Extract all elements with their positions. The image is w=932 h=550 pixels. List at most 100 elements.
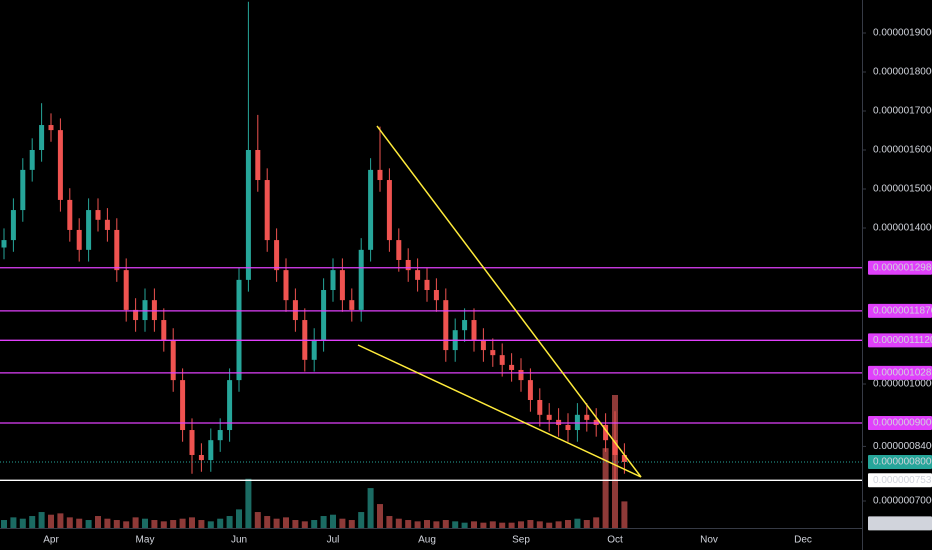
candle-body — [358, 249, 364, 310]
volume-bar — [217, 518, 224, 528]
candle-body — [349, 300, 355, 310]
level-label-box — [868, 365, 932, 380]
volume-bar — [236, 509, 242, 528]
volume-bar — [113, 520, 120, 528]
volume-bar — [414, 521, 421, 528]
volume-bar — [555, 521, 562, 528]
volume-bar — [179, 518, 186, 528]
candle-body — [29, 149, 35, 170]
x-tick-label: Sep — [512, 535, 530, 546]
level-label: 0.0000011876 — [873, 305, 932, 316]
candle-body — [292, 300, 298, 321]
volume-bar — [546, 522, 553, 528]
candle-body — [396, 240, 402, 260]
candle-body — [612, 440, 618, 455]
volume-bar — [254, 512, 261, 528]
candle-body — [264, 180, 270, 241]
volume-bar — [471, 521, 477, 528]
level-label: 0.0000006427 — [873, 518, 932, 529]
volume-bar — [433, 521, 440, 528]
volume-bar — [442, 520, 449, 528]
volume-bar — [330, 514, 336, 528]
candle-body — [330, 270, 336, 291]
y-tick-label: 0.0000019000 — [873, 28, 932, 39]
candle-body — [39, 125, 45, 150]
volume-bar — [66, 517, 73, 528]
volume-bar — [95, 516, 101, 528]
candle-body — [471, 320, 477, 340]
volume-bar — [29, 516, 36, 528]
level-label: 0.0000012980 — [873, 262, 932, 273]
candle-body — [255, 149, 261, 181]
x-tick-label: Jun — [231, 535, 247, 546]
volume-bar — [151, 520, 158, 528]
candle-body — [527, 380, 533, 400]
candle-body — [198, 454, 204, 461]
candle-body — [339, 270, 345, 301]
volume-bar — [395, 518, 402, 528]
volume-bar — [48, 514, 54, 528]
candle-body — [236, 279, 242, 381]
level-label: 0.0000008000 — [873, 457, 932, 468]
volume-bar — [536, 521, 543, 528]
level-label-box — [868, 473, 932, 488]
candle-body — [189, 430, 195, 455]
y-tick-label: 0.0000015000 — [873, 184, 932, 195]
candle-body — [170, 339, 176, 381]
volume-bar — [10, 517, 17, 528]
candle-body — [490, 350, 496, 356]
wedge-upper — [376, 125, 642, 478]
candle-body — [180, 380, 186, 431]
volume-bar — [189, 517, 195, 528]
volume-bar — [377, 504, 383, 528]
x-tick-label: Aug — [418, 535, 436, 546]
candle-body — [321, 290, 327, 340]
volume-bar — [602, 448, 609, 528]
volume-bar — [104, 518, 111, 528]
y-tick-label: 0.0000017000 — [873, 106, 932, 117]
volume-bar — [518, 521, 524, 528]
volume-bar — [527, 520, 534, 528]
volume-bar — [292, 520, 299, 528]
candle-body — [104, 219, 110, 230]
volume-bar — [339, 518, 346, 528]
candle-body — [151, 300, 157, 321]
x-tick-label: Dec — [794, 535, 812, 546]
y-tick-label: 0.0000007000 — [873, 496, 932, 507]
volume-bar — [226, 516, 233, 528]
candle-body — [10, 210, 16, 241]
volume-bar — [123, 521, 130, 528]
volume-bar — [461, 522, 468, 528]
level-label: 0.0000011120 — [873, 335, 932, 346]
volume-bar — [405, 520, 412, 528]
volume-bar — [565, 520, 571, 528]
y-tick-label: 0.0000016000 — [873, 145, 932, 156]
candle-body — [217, 430, 223, 441]
candle-body — [443, 300, 449, 351]
volume-bar — [245, 478, 252, 528]
candle-body — [283, 270, 289, 301]
volume-bar — [367, 488, 374, 528]
x-tick-label: Oct — [607, 535, 623, 546]
candle-body — [67, 199, 73, 230]
candle-body — [405, 259, 411, 271]
level-label-box — [868, 416, 932, 431]
wedge-lower — [357, 344, 642, 478]
volume-bar — [273, 518, 280, 528]
candle-body — [76, 229, 82, 250]
candle-body — [565, 424, 571, 431]
volume-bar — [19, 518, 26, 528]
candle-body — [537, 399, 543, 415]
candle-body — [546, 414, 552, 420]
candle-body — [274, 240, 280, 271]
candle-body — [57, 130, 63, 200]
y-tick-label: 0.0000008400 — [873, 441, 932, 452]
candle-body — [86, 210, 92, 250]
volume-bar — [452, 521, 459, 528]
candle-body — [227, 380, 233, 431]
candle-body — [603, 424, 609, 441]
candle-body — [499, 355, 505, 365]
